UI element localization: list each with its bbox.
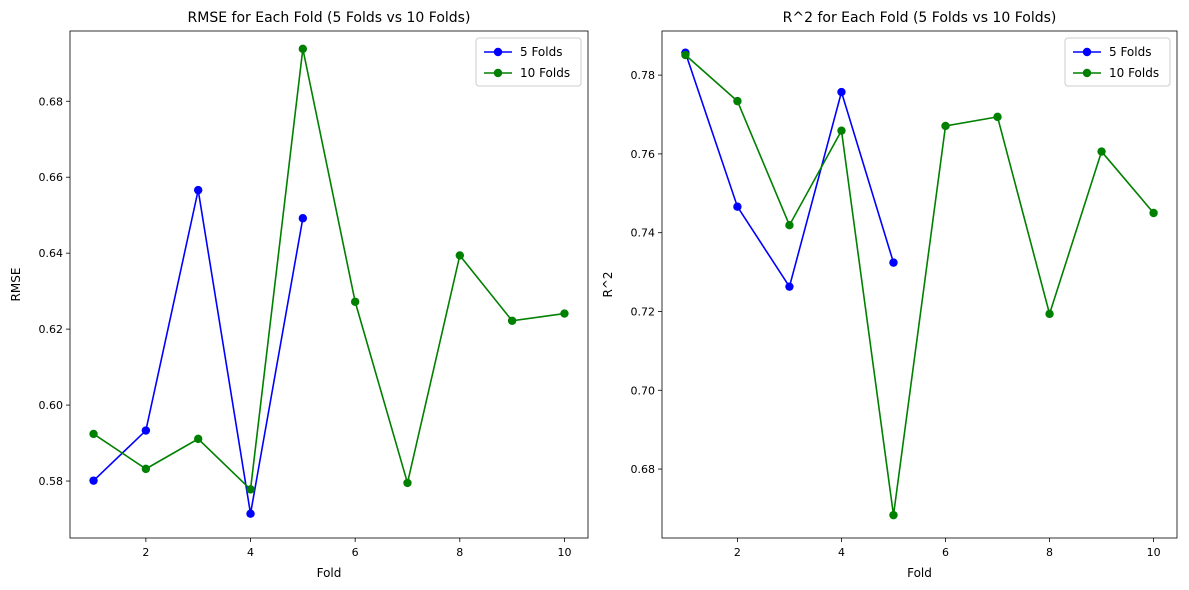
rmse-data-point-5-folds [298, 214, 308, 223]
r2-data-point-5-folds [785, 282, 794, 291]
r2-data-point-5-folds [733, 202, 742, 211]
rmse-data-point-10-folds [141, 464, 151, 474]
r2-y-axis-label: R^2 [601, 271, 615, 297]
rmse-chart-title: RMSE for Each Fold (5 Folds vs 10 Folds) [188, 10, 471, 26]
rmse-chart: RMSE for Each Fold (5 Folds vs 10 Folds)… [9, 10, 589, 580]
r2-x-axis-label: Fold [907, 566, 932, 580]
r2-legend-label: 5 Folds [1109, 45, 1151, 59]
r2-series-line-10-folds [684, 54, 1155, 516]
rmse-legend-marker [493, 68, 503, 78]
rmse-legend [475, 37, 582, 87]
r2-y-tick-label: 0.78 [631, 69, 656, 82]
r2-x-tick-label: 4 [838, 546, 845, 559]
rmse-y-tick-label: 0.64 [39, 247, 64, 260]
r2-data-point-10-folds [837, 126, 846, 135]
rmse-series-line-10-folds [93, 48, 565, 492]
r2-data-point-10-folds [681, 50, 690, 60]
r2-legend-marker [1082, 47, 1092, 57]
r2-x-tick-label: 2 [734, 546, 741, 559]
rmse-plot-frame [69, 30, 589, 539]
rmse-x-tick-label: 10 [557, 546, 571, 559]
r2-legend-label: 10 Folds [1109, 66, 1159, 80]
rmse-data-point-10-folds [350, 297, 360, 306]
rmse-y-tick-label: 0.58 [39, 475, 64, 488]
rmse-data-point-10-folds [560, 309, 569, 318]
rmse-x-tick-label: 8 [456, 546, 463, 559]
r2-y-tick-label: 0.74 [631, 227, 656, 240]
r2-data-point-10-folds [1097, 147, 1106, 156]
r2-chart-title: R^2 for Each Fold (5 Folds vs 10 Folds) [783, 10, 1057, 26]
r2-data-point-10-folds [941, 121, 950, 131]
r2-x-tick-label: 8 [1046, 546, 1053, 559]
r2-y-tick-label: 0.68 [631, 463, 656, 476]
r2-plot-frame [661, 30, 1178, 539]
r2-data-point-10-folds [733, 96, 742, 106]
rmse-data-point-5-folds [89, 476, 98, 485]
rmse-legend-marker [493, 47, 503, 57]
rmse-data-point-10-folds [507, 316, 517, 325]
rmse-x-tick-label: 4 [247, 546, 254, 559]
rmse-data-point-5-folds [246, 509, 255, 518]
rmse-x-tick-label: 6 [352, 546, 359, 559]
rmse-y-axis-label: RMSE [9, 268, 23, 302]
r2-chart: R^2 for Each Fold (5 Folds vs 10 Folds) 2… [601, 10, 1178, 580]
rmse-y-tick-label: 0.62 [39, 323, 64, 336]
r2-data-point-5-folds [889, 258, 898, 267]
r2-data-point-10-folds [889, 510, 898, 520]
r2-series-line-5-folds [684, 52, 895, 289]
rmse-y-tick-label: 0.68 [39, 95, 64, 108]
r2-x-tick-label: 10 [1147, 546, 1161, 559]
r2-data-point-10-folds [1149, 208, 1158, 218]
r2-legend [1064, 37, 1171, 87]
r2-y-tick-label: 0.76 [631, 148, 656, 161]
r2-data-point-10-folds [1045, 309, 1054, 319]
rmse-x-axis-label: Fold [317, 566, 342, 580]
r2-y-tick-label: 0.72 [631, 305, 656, 318]
rmse-data-point-5-folds [141, 426, 151, 435]
r2-data-point-10-folds [785, 221, 794, 230]
rmse-data-point-10-folds [89, 429, 98, 439]
rmse-y-tick-label: 0.60 [39, 399, 64, 412]
rmse-y-tick-label: 0.66 [39, 171, 64, 184]
rmse-series-line-5-folds [92, 189, 304, 514]
rmse-legend-label: 10 Folds [520, 66, 570, 80]
r2-x-tick-label: 6 [942, 546, 949, 559]
rmse-data-point-10-folds [246, 485, 255, 494]
r2-data-point-10-folds [993, 112, 1002, 122]
rmse-x-tick-label: 2 [142, 546, 149, 559]
r2-y-tick-label: 0.70 [631, 384, 656, 397]
rmse-data-point-10-folds [193, 434, 203, 444]
rmse-data-point-10-folds [455, 251, 465, 260]
rmse-data-point-10-folds [298, 44, 308, 54]
r2-legend-marker [1082, 68, 1092, 78]
rmse-data-point-5-folds [193, 185, 203, 195]
rmse-legend-label: 5 Folds [520, 45, 562, 59]
rmse-data-point-10-folds [403, 478, 412, 488]
r2-data-point-5-folds [837, 87, 846, 97]
